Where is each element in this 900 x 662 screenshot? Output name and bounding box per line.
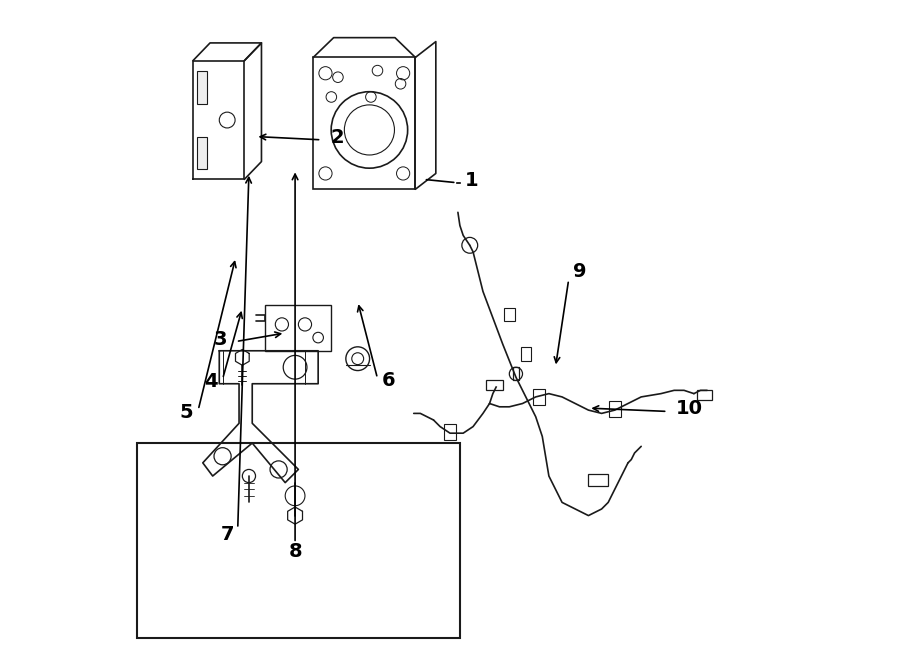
Bar (486, 381, 503, 391)
Bar (609, 401, 621, 416)
Text: 5: 5 (179, 402, 193, 422)
Text: 8: 8 (288, 542, 302, 561)
Bar (197, 136, 208, 169)
Bar (589, 474, 608, 486)
Text: 6: 6 (382, 371, 395, 390)
Circle shape (331, 92, 408, 168)
Bar (533, 389, 544, 405)
Bar (313, 58, 416, 189)
Text: 4: 4 (204, 371, 218, 391)
Bar (520, 348, 531, 361)
Bar (698, 391, 712, 401)
Text: 1: 1 (464, 171, 478, 190)
Text: 7: 7 (220, 524, 234, 544)
Text: 10: 10 (676, 399, 703, 418)
Bar (266, 305, 331, 351)
Text: 3: 3 (213, 330, 227, 349)
Bar (444, 424, 456, 440)
Text: 2: 2 (330, 128, 344, 148)
Text: 9: 9 (572, 262, 586, 281)
Circle shape (242, 469, 256, 483)
Circle shape (346, 347, 370, 371)
Bar (504, 308, 515, 321)
Bar (197, 71, 208, 103)
Bar (137, 443, 460, 638)
